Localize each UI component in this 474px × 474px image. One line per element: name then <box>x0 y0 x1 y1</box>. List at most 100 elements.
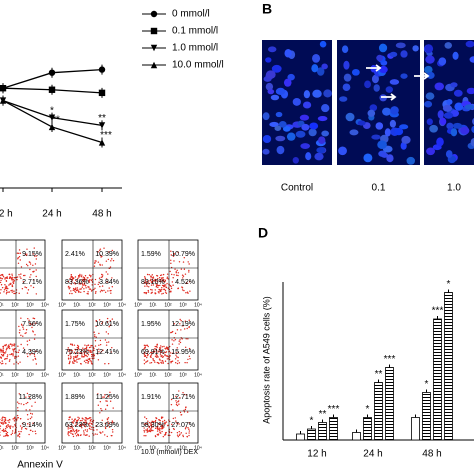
event <box>107 421 109 423</box>
event <box>11 279 13 281</box>
nucleus <box>302 101 312 109</box>
event <box>143 429 145 432</box>
event <box>186 327 188 330</box>
nucleus <box>311 64 319 73</box>
nucleus <box>316 67 325 76</box>
event <box>188 428 190 430</box>
event <box>172 255 175 257</box>
event <box>152 429 154 432</box>
event <box>68 350 70 352</box>
event <box>33 338 36 340</box>
event <box>94 335 96 338</box>
event <box>79 425 81 427</box>
event <box>188 263 190 265</box>
event <box>162 362 164 365</box>
event <box>79 275 81 277</box>
significance: ** <box>319 409 327 420</box>
event <box>186 436 189 438</box>
event <box>160 355 162 358</box>
event <box>185 338 187 340</box>
event <box>106 317 109 320</box>
event <box>70 430 72 432</box>
event <box>18 349 20 351</box>
nucleus <box>276 145 285 155</box>
event <box>98 344 100 346</box>
event <box>189 290 191 292</box>
event <box>80 275 83 278</box>
event <box>175 274 178 276</box>
event <box>185 432 187 434</box>
event <box>80 434 82 436</box>
event <box>11 275 13 277</box>
event <box>81 286 84 288</box>
event <box>104 427 107 430</box>
event <box>29 276 31 278</box>
nucleus <box>425 55 435 64</box>
nucleus <box>390 106 399 115</box>
event <box>104 408 107 410</box>
event <box>35 363 38 365</box>
event <box>26 414 29 416</box>
event <box>2 429 4 432</box>
event <box>19 425 22 427</box>
event <box>107 417 110 419</box>
event <box>0 284 3 286</box>
x-tick-label: 24 h <box>42 209 61 220</box>
event <box>150 356 152 358</box>
event <box>69 361 71 364</box>
event <box>2 353 5 356</box>
event <box>160 416 163 418</box>
event <box>156 283 158 285</box>
event <box>166 277 168 280</box>
event <box>72 435 75 438</box>
event <box>84 423 87 426</box>
event <box>11 289 13 292</box>
nucleus <box>267 46 277 53</box>
event <box>150 426 153 429</box>
event <box>169 355 171 357</box>
event <box>84 275 87 277</box>
event <box>6 434 9 437</box>
event <box>184 408 187 411</box>
event <box>2 355 5 357</box>
axis-tick-label: 10¹ <box>149 372 157 378</box>
event <box>162 292 164 295</box>
nucleus <box>262 148 270 155</box>
event <box>185 282 188 284</box>
event <box>29 429 32 432</box>
event <box>18 249 21 251</box>
event <box>98 319 101 321</box>
event <box>86 434 88 436</box>
event <box>180 329 182 331</box>
event <box>91 284 93 286</box>
event <box>181 338 183 340</box>
event <box>157 428 160 430</box>
event <box>164 432 167 434</box>
nucleus <box>309 122 319 130</box>
nucleus <box>321 130 330 137</box>
event <box>93 265 96 267</box>
event <box>79 423 82 426</box>
event <box>88 286 90 288</box>
x-tick-label: 12 h <box>307 449 326 460</box>
event <box>156 280 158 283</box>
event <box>94 278 97 281</box>
event <box>34 263 37 265</box>
axis-tick-label: 10¹ <box>0 445 4 451</box>
event <box>7 344 10 346</box>
nucleus <box>454 102 464 111</box>
event <box>184 428 187 430</box>
event <box>185 394 188 396</box>
event <box>148 286 150 288</box>
nucleus <box>376 54 384 62</box>
nucleus <box>382 107 392 116</box>
event <box>178 362 181 364</box>
event <box>70 355 72 357</box>
event <box>88 359 91 361</box>
event <box>107 362 110 365</box>
event <box>76 287 79 289</box>
event <box>146 281 148 284</box>
event <box>97 404 100 406</box>
event <box>112 407 114 409</box>
event <box>108 287 110 289</box>
